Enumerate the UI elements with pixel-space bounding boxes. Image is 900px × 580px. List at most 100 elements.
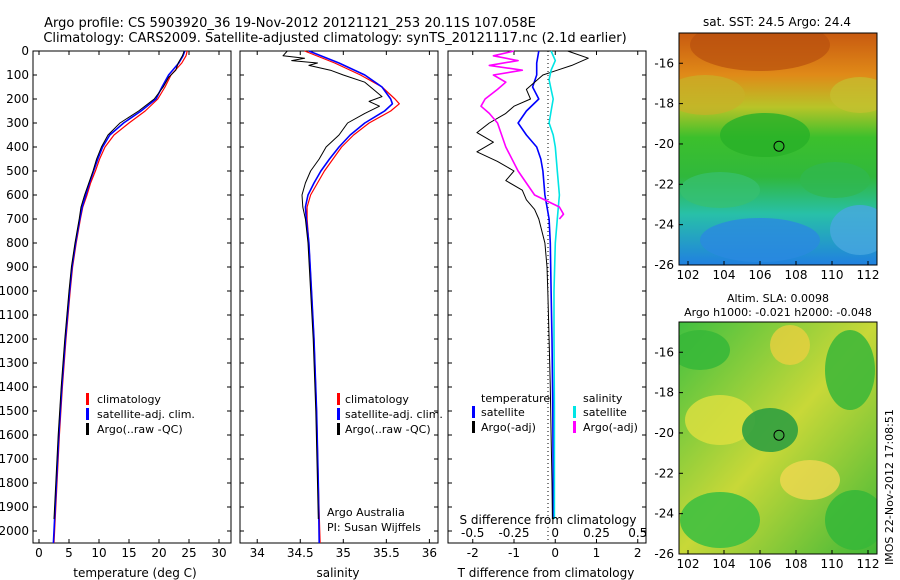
x-tick-label: 25 (181, 546, 196, 560)
s-difference-axis: -0.5 -0.25 0 0.25 0.5 (461, 526, 647, 540)
x-tick-label: 10 (91, 546, 106, 560)
depth-tick-label: 0 (21, 44, 29, 58)
depth-tick-label: 900 (6, 260, 29, 274)
depth-axis: 0 100 200 300 400 500 600 700 800 900 1000 1100 1200… (0, 44, 231, 538)
depth-tick-label: 1100 (0, 308, 29, 322)
sst-map-axes-ticks: 102 104 106 108 110 112 -16 -18 -20 -22 -24 -26 (654, 56, 879, 282)
x-tick-label: 15 (121, 546, 136, 560)
legend-argo-swatch (86, 423, 89, 435)
imos-timestamp: IMOS 22-Nov-2012 17:08:51 (883, 409, 896, 565)
map-x-tick-label: 112 (857, 268, 880, 282)
temperature-legend: climatology satellite-adj. clim. Argo(..… (86, 393, 195, 436)
depth-tick-label: 600 (6, 188, 29, 202)
s-difference-tick-label: 0.5 (628, 526, 647, 540)
depth-tick-label: 1400 (0, 380, 29, 394)
depth-tick-label: 1500 (0, 404, 29, 418)
legend-salinity-title: salinity (583, 392, 623, 405)
depth-tick-label: 800 (6, 236, 29, 250)
map-x-tick-label: 106 (749, 557, 772, 571)
legend-t-argo-label: Argo(-adj) (481, 421, 536, 434)
sla-map-axes (678, 321, 878, 555)
depth-tick-label: 2000 (0, 524, 29, 538)
t-difference-xlabel: T difference from climatology (457, 566, 635, 580)
legend-satellite-label: satellite-adj. clim. (97, 408, 195, 421)
x-tick-label: -2 (467, 546, 479, 560)
difference-panel: -2 -1 0 1 2 -0.5 -0.25 0 0.25 0.5 T difference f… (447, 50, 647, 580)
map-x-tick-label: 102 (677, 268, 700, 282)
x-tick-label: 0 (551, 546, 559, 560)
salinity-legend: climatology satellite-adj. clim. Argo(..… (337, 393, 443, 436)
map-x-tick-label: 110 (821, 557, 844, 571)
legend-argo-label: Argo(..raw -QC) (97, 423, 183, 436)
difference-x-axis: -2 -1 0 1 2 (467, 51, 642, 560)
legend-s-argo-swatch (573, 421, 576, 433)
map-y-tick-label: -16 (654, 345, 674, 359)
figure-title-line1: Argo profile: CS 5903920_36 19-Nov-2012 … (44, 16, 536, 31)
depth-tick-label: 300 (6, 116, 29, 130)
salinity-axes (239, 50, 439, 544)
legend-temperature-title: temperature (481, 392, 550, 405)
map-x-tick-label: 104 (713, 268, 736, 282)
x-tick-label: 35.5 (373, 546, 400, 560)
sla-argo-position-marker (773, 429, 785, 441)
depth-tick-label: 400 (6, 140, 29, 154)
sla-map-field (679, 322, 877, 554)
series-line-temperature-satellite (517, 50, 555, 519)
depth-tick-label: 1200 (0, 332, 29, 346)
map-y-tick-label: -18 (654, 97, 674, 111)
legend-satellite-swatch (86, 408, 89, 420)
depth-tick-label: 1300 (0, 356, 29, 370)
legend-t-satellite-label: satellite (481, 406, 525, 419)
x-tick-label: -1 (508, 546, 520, 560)
map-y-tick-label: -18 (654, 386, 674, 400)
x-tick-label: 36 (422, 546, 437, 560)
argo-australia-note: Argo Australia (327, 506, 405, 519)
s-difference-tick-label: 0.25 (583, 526, 610, 540)
depth-tick-label: 1600 (0, 428, 29, 442)
legend-climatology-swatch (86, 393, 89, 405)
s-difference-xlabel: S difference from climatology (460, 513, 637, 527)
map-y-tick-label: -26 (654, 258, 674, 272)
map-y-tick-label: -22 (654, 466, 674, 480)
depth-tick-label: 500 (6, 164, 29, 178)
map-x-tick-label: 108 (785, 557, 808, 571)
sla-map-axes-ticks: 102 104 106 108 110 112 -16 -18 -20 -22 -24 -26 (654, 345, 879, 571)
x-tick-label: 2 (634, 546, 642, 560)
map-y-tick-label: -24 (654, 507, 674, 521)
x-tick-label: 20 (151, 546, 166, 560)
legend-t-argo-swatch (472, 421, 475, 433)
legend-climatology-label: climatology (97, 393, 161, 406)
sla-map-title2: Argo h1000: -0.021 h2000: -0.048 (684, 306, 872, 319)
temperature-axes (32, 50, 232, 544)
sla-map-panel: Altim. SLA: 0.0098 Argo h1000: -0.021 h2… (654, 292, 879, 571)
sst-map-field (679, 33, 877, 265)
x-tick-label: 35 (336, 546, 351, 560)
legend-climatology-swatch (337, 393, 340, 405)
series-line-argo-raw-qc- (282, 50, 383, 520)
legend-s-argo-label: Argo(-adj) (583, 421, 638, 434)
map-x-tick-label: 104 (713, 557, 736, 571)
legend-argo-swatch (337, 423, 340, 435)
difference-depth-ticks (448, 50, 646, 532)
legend-satellite-swatch (337, 408, 340, 420)
difference-legend-temperature: temperature satellite Argo(-adj) (472, 392, 550, 434)
sst-argo-position-marker (773, 140, 785, 152)
map-x-tick-label: 102 (677, 557, 700, 571)
temperature-xlabel: temperature (deg C) (73, 566, 196, 580)
legend-s-satellite-swatch (573, 406, 576, 418)
x-tick-label: 0 (35, 546, 43, 560)
series-line-temperature-argo-adj- (476, 50, 589, 520)
s-difference-tick-label: -0.25 (498, 526, 529, 540)
legend-climatology-label: climatology (345, 393, 409, 406)
x-tick-label: 34.5 (287, 546, 314, 560)
salinity-series (282, 50, 400, 544)
map-x-tick-label: 110 (821, 268, 844, 282)
s-difference-tick-label: 0 (551, 526, 559, 540)
salinity-xlabel: salinity (316, 566, 359, 580)
depth-tick-label: 1700 (0, 452, 29, 466)
map-y-tick-label: -16 (654, 56, 674, 70)
difference-legend-salinity: salinity satellite Argo(-adj) (573, 392, 638, 434)
series-line-salinity-satellite (548, 50, 561, 519)
s-difference-tick-label: -0.5 (461, 526, 484, 540)
x-tick-label: 5 (65, 546, 73, 560)
